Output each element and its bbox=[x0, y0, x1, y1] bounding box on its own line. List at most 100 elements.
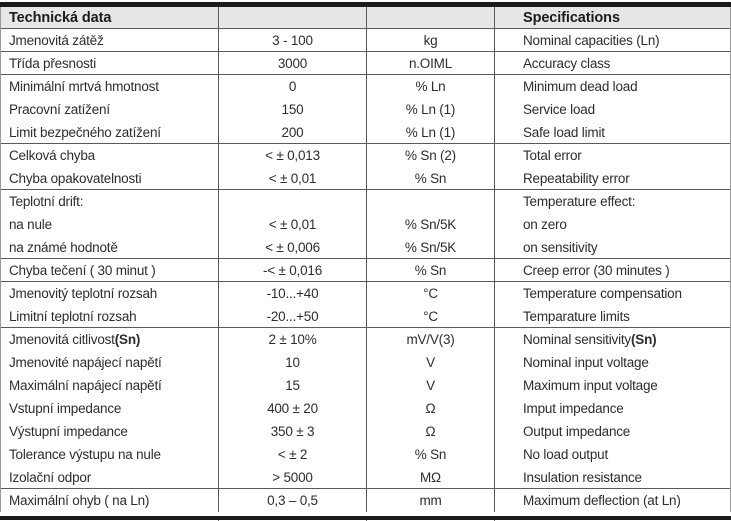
cell-english-label: Maximum input voltage bbox=[494, 374, 730, 397]
cell-unit: mm bbox=[366, 489, 494, 512]
cell-czech-label: Celková chyba bbox=[9, 148, 95, 163]
header-english-title: Specifications bbox=[494, 7, 730, 28]
cell-english-label: Temparature limits bbox=[494, 305, 730, 327]
header-value-column bbox=[218, 7, 366, 28]
cell-czech-label: na nule bbox=[9, 217, 52, 232]
cell-english-label: Maximum deflection (at Ln) bbox=[494, 489, 730, 512]
table-row: Maximální ohyb ( na Ln) 0,3 – 0,5 mm Max… bbox=[1, 489, 730, 512]
cell-value: 150 bbox=[218, 98, 366, 121]
cell-english-label: Temperature effect: bbox=[494, 190, 730, 213]
table-row: na nule < ± 0,01 % Sn/5K on zero bbox=[1, 213, 730, 236]
cell-unit: MΩ bbox=[366, 466, 494, 488]
table-row: Jmenovité napájecí napětí 10 V Nominal i… bbox=[1, 351, 730, 374]
cell-value: 2 ± 10% bbox=[218, 328, 366, 351]
cell-czech-label: Tolerance výstupu na nule bbox=[9, 447, 161, 462]
cell-unit: °C bbox=[366, 282, 494, 305]
cell-unit: % Ln (1) bbox=[366, 121, 494, 143]
cell-value: 3 - 100 bbox=[218, 29, 366, 51]
table-row: Teplotní drift: Temperature effect: bbox=[1, 190, 730, 213]
cell-unit: % Ln (1) bbox=[366, 98, 494, 121]
cell-english-label: on sensitivity bbox=[494, 236, 730, 258]
cell-unit: Ω bbox=[366, 397, 494, 420]
cell-czech-label: Výstupní impedance bbox=[9, 424, 128, 439]
cell-value: 3000 bbox=[218, 52, 366, 74]
cell-czech-label: Třída přesnosti bbox=[9, 55, 97, 71]
cell-unit: kg bbox=[366, 29, 494, 51]
cell-value: 0 bbox=[218, 75, 366, 98]
cell-unit: V bbox=[366, 351, 494, 374]
cell-english-label: Output impedance bbox=[494, 420, 730, 443]
cell-value bbox=[218, 190, 366, 213]
table-row: Limitní teplotní rozsah -20...+50 °C Tem… bbox=[1, 305, 730, 328]
cell-unit: mV/V(3) bbox=[366, 328, 494, 351]
cell-english-label: Nominal sensitivity (Sn) bbox=[494, 328, 730, 351]
table-row: Jmenovitá zátěž 3 - 100 kg Nominal capac… bbox=[1, 29, 730, 52]
cell-english-label: Insulation resistance bbox=[494, 466, 730, 488]
cell-czech-label: Minimální mrtvá hmotnost bbox=[9, 79, 159, 94]
cell-value: 350 ± 3 bbox=[218, 420, 366, 443]
cell-czech-label: na známé hodnotě bbox=[9, 239, 118, 255]
cell-value: -10...+40 bbox=[218, 282, 366, 305]
table-row: Pracovní zatížení 150 % Ln (1) Service l… bbox=[1, 98, 730, 121]
cell-unit: % Sn/5K bbox=[366, 236, 494, 258]
table-row: Izolační odpor > 5000 MΩ Insulation resi… bbox=[1, 466, 730, 489]
cell-english-label: Service load bbox=[494, 98, 730, 121]
cell-value: 400 ± 20 bbox=[218, 397, 366, 420]
cell-value: > 5000 bbox=[218, 466, 366, 488]
cell-value: -< ± 0,016 bbox=[218, 259, 366, 281]
cell-czech-label: Chyba opakovatelnosti bbox=[9, 170, 142, 186]
table-row: Chyba opakovatelnosti < ± 0,01 % Sn Repe… bbox=[1, 167, 730, 190]
cell-english-label: Nominal input voltage bbox=[494, 351, 730, 374]
table-bottom-border bbox=[0, 516, 731, 520]
cell-unit: % Ln bbox=[366, 75, 494, 98]
header-unit-column bbox=[366, 7, 494, 28]
cell-value: 15 bbox=[218, 374, 366, 397]
cell-unit: n.OIML bbox=[366, 52, 494, 74]
sn-symbol-bold: (Sn) bbox=[630, 332, 657, 347]
table-row: Jmenovitá citlivost (Sn) 2 ± 10% mV/V(3)… bbox=[1, 328, 730, 351]
table-row: Maximální napájecí napětí 15 V Maximum i… bbox=[1, 374, 730, 397]
table-row: Vstupní impedance 400 ± 20 Ω Imput imped… bbox=[1, 397, 730, 420]
cell-english-label: Imput impedance bbox=[494, 397, 730, 420]
cell-value: 10 bbox=[218, 351, 366, 374]
table-row: Třída přesnosti 3000 n.OIML Accuracy cla… bbox=[1, 52, 730, 75]
english-label-text: Nominal sensitivity bbox=[523, 332, 631, 347]
table-row: Jmenovitý teplotní rozsah -10...+40 °C T… bbox=[1, 282, 730, 305]
cell-czech-label: Jmenovitá citlivost (Sn) bbox=[1, 328, 218, 351]
table-row: Limit bezpečného zatížení 200 % Ln (1) S… bbox=[1, 121, 730, 144]
cell-czech-label: Limit bezpečného zatížení bbox=[9, 124, 161, 140]
cell-unit: V bbox=[366, 374, 494, 397]
cell-english-label: Safe load limit bbox=[494, 121, 730, 143]
cell-english-label: Repeatability error bbox=[494, 167, 730, 189]
cell-english-label: on zero bbox=[494, 213, 730, 236]
cell-english-label: Accuracy class bbox=[494, 52, 730, 74]
specifications-table: Technická data Specifications Jmenovitá … bbox=[0, 7, 731, 512]
cell-english-label: Minimum dead load bbox=[494, 75, 730, 98]
cell-value: < ± 0,013 bbox=[218, 144, 366, 167]
cell-czech-label: Vstupní impedance bbox=[9, 401, 122, 416]
cell-value: 200 bbox=[218, 121, 366, 143]
sn-symbol-bold: (Sn) bbox=[114, 332, 141, 347]
cell-czech-label: Jmenovitá zátěž bbox=[9, 32, 104, 48]
cell-value: < ± 0,01 bbox=[218, 213, 366, 236]
cell-czech-label: Jmenovité napájecí napětí bbox=[9, 355, 162, 370]
table-row: Tolerance výstupu na nule < ± 2 % Sn No … bbox=[1, 443, 730, 466]
cell-english-label: No load output bbox=[494, 443, 730, 466]
czech-label-text: Jmenovitá citlivost bbox=[9, 332, 115, 347]
cell-unit: % Sn (2) bbox=[366, 144, 494, 167]
cell-czech-label: Limitní teplotní rozsah bbox=[9, 308, 137, 324]
cell-value: -20...+50 bbox=[218, 305, 366, 327]
cell-english-label: Creep error (30 minutes ) bbox=[494, 259, 730, 281]
table-row: Chyba tečení ( 30 minut ) -< ± 0,016 % S… bbox=[1, 259, 730, 282]
cell-czech-label: Izolační odpor bbox=[9, 469, 92, 485]
table-row: Výstupní impedance 350 ± 3 Ω Output impe… bbox=[1, 420, 730, 443]
cell-unit: Ω bbox=[366, 420, 494, 443]
table-row: na známé hodnotě < ± 0,006 % Sn/5K on se… bbox=[1, 236, 730, 259]
header-czech-title: Technická data bbox=[9, 9, 112, 26]
table-header-row: Technická data Specifications bbox=[1, 7, 730, 29]
cell-english-label: Total error bbox=[494, 144, 730, 167]
cell-unit bbox=[366, 190, 494, 213]
cell-english-label: Temperature compensation bbox=[494, 282, 730, 305]
cell-czech-label: Pracovní zatížení bbox=[9, 102, 110, 117]
cell-czech-label: Jmenovitý teplotní rozsah bbox=[9, 286, 158, 301]
